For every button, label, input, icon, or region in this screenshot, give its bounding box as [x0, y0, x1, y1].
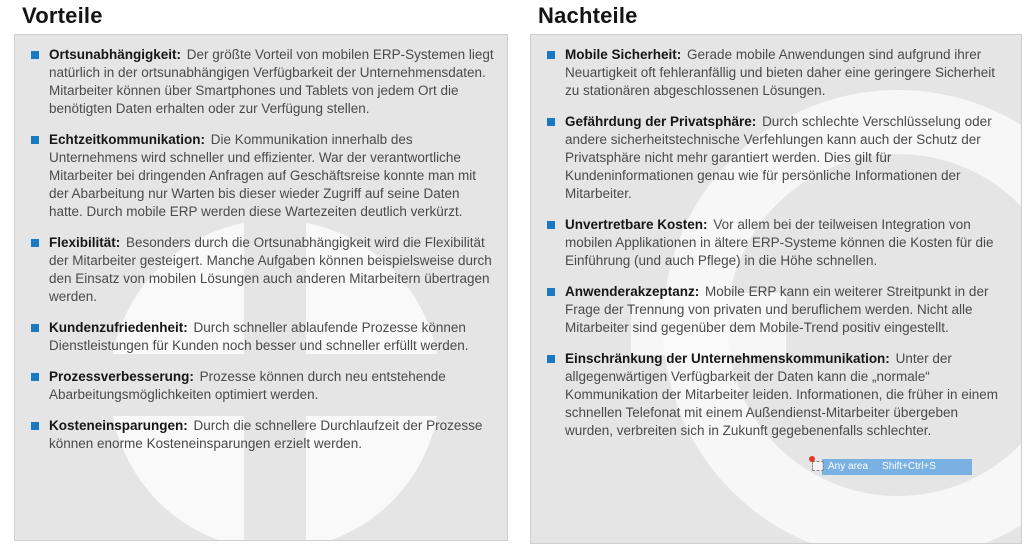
nachteile-heading: Nachteile: [538, 3, 638, 28]
capture-tooltip: Any area Shift+Ctrl+S: [822, 459, 972, 475]
capture-tooltip-label: Any area: [828, 461, 869, 472]
vorteile-heading: Vorteile: [22, 3, 103, 28]
bullet-square-icon: [547, 51, 555, 59]
list-item: Kosteneinsparungen: Durch die schnellere…: [31, 417, 494, 453]
item-term: Ortsunabhängigkeit:: [49, 47, 182, 62]
list-item: Einschränkung der Unternehmenskommunikat…: [547, 350, 1008, 440]
list-item: Unvertretbare Kosten: Vor allem bei der …: [547, 216, 1008, 270]
vorteile-list: Ortsunabhängigkeit: Der größte Vorteil v…: [15, 35, 507, 453]
bullet-square-icon: [31, 136, 39, 144]
list-item: Flexibilität: Besonders durch die Ortsun…: [31, 234, 494, 306]
bullet-square-icon: [547, 288, 555, 296]
list-item: Prozessverbesserung: Prozesse können dur…: [31, 368, 494, 404]
list-item: Echtzeitkommunikation: Die Kommunikation…: [31, 131, 494, 221]
item-term: Kosteneinsparungen:: [49, 418, 188, 433]
capture-selection-icon: [809, 456, 824, 471]
bullet-square-icon: [547, 221, 555, 229]
capture-tooltip-shortcut: Shift+Ctrl+S: [882, 461, 936, 472]
bullet-square-icon: [31, 51, 39, 59]
item-term: Gefährdung der Privatsphäre:: [565, 114, 757, 129]
bullet-square-icon: [547, 118, 555, 126]
item-term: Einschränkung der Unternehmenskommunikat…: [565, 351, 890, 366]
bullet-square-icon: [547, 355, 555, 363]
item-term: Mobile Sicherheit:: [565, 47, 682, 62]
item-term: Prozessverbesserung:: [49, 369, 194, 384]
item-term: Flexibilität:: [49, 235, 121, 250]
list-item: Gefährdung der Privatsphäre: Durch schle…: [547, 113, 1008, 203]
list-item: Ortsunabhängigkeit: Der größte Vorteil v…: [31, 46, 494, 118]
item-term: Echtzeitkommunikation:: [49, 132, 206, 147]
item-description: Der größte Vorteil von mobilen ERP-Syste…: [49, 47, 494, 116]
list-item: Mobile Sicherheit: Gerade mobile Anwendu…: [547, 46, 1008, 100]
bullet-square-icon: [31, 324, 39, 332]
capture-cursor-dot-icon: [809, 456, 815, 462]
list-item: Kundenzufriedenheit: Durch schneller abl…: [31, 319, 494, 355]
bullet-square-icon: [31, 239, 39, 247]
item-description: Die Kommunikation innerhalb des Unterneh…: [49, 132, 476, 219]
vorteile-panel: Ortsunabhängigkeit: Der größte Vorteil v…: [14, 34, 508, 541]
selection-marquee-icon: [812, 461, 824, 471]
bullet-square-icon: [31, 373, 39, 381]
item-term: Anwenderakzeptanz:: [565, 284, 700, 299]
item-term: Kundenzufriedenheit:: [49, 320, 188, 335]
nachteile-list: Mobile Sicherheit: Gerade mobile Anwendu…: [531, 35, 1021, 440]
item-term: Unvertretbare Kosten:: [565, 217, 708, 232]
list-item: Anwenderakzeptanz: Mobile ERP kann ein w…: [547, 283, 1008, 337]
bullet-square-icon: [31, 422, 39, 430]
